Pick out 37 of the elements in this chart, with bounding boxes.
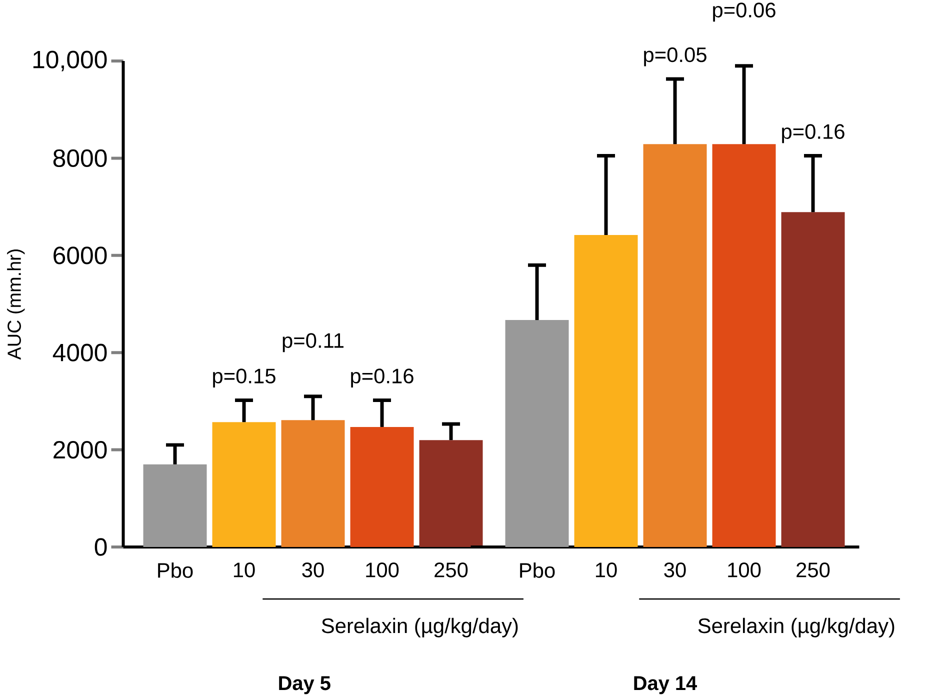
y-tick-label: 4000	[52, 344, 107, 362]
text: p=0.06	[713, 2, 776, 22]
y-tick-label: 0	[94, 538, 107, 556]
bar	[212, 422, 276, 547]
bar	[419, 440, 483, 547]
bar	[643, 144, 707, 547]
x-tick-label: Pbo	[158, 562, 193, 578]
x-axis-title: Day 5	[279, 676, 330, 694]
x-tick-label: 10	[596, 562, 617, 578]
bar	[712, 144, 776, 547]
x-tick-label: 10	[234, 562, 255, 578]
annotation: p=0.05	[644, 47, 706, 66]
x-tick-label: 30	[664, 562, 686, 578]
x-tick-label: Pbo	[520, 562, 555, 578]
text: Serelaxin (µg/kg/day)	[698, 618, 894, 638]
bar	[781, 212, 845, 547]
bar	[574, 234, 638, 547]
x-tick-label: 250	[796, 562, 830, 578]
y-tick-label: 6000	[54, 246, 107, 264]
y-tick-label: 10,000	[33, 50, 107, 72]
x-tick-label: 100	[728, 562, 761, 578]
annotation: p=0.15	[213, 368, 276, 388]
x-axis-title: Day 14	[634, 676, 697, 694]
annotation: p=0.16	[782, 124, 844, 144]
y-axis-title: AUC (mm.hr)	[7, 249, 25, 360]
bar	[143, 464, 207, 547]
annotation: p=0.11	[282, 333, 344, 352]
y-tick-label: 2000	[54, 440, 107, 459]
bar	[350, 426, 414, 547]
x-tick-label: 100	[366, 562, 399, 578]
bar	[281, 420, 345, 547]
y-tick-label: 8000	[53, 149, 107, 168]
bar	[505, 320, 569, 547]
x-tick-label: 30	[302, 562, 324, 578]
annotation: p=0.16	[351, 368, 414, 388]
text: Serelaxin (µg/kg/day)	[322, 618, 518, 638]
x-tick-label: 250	[434, 562, 468, 578]
